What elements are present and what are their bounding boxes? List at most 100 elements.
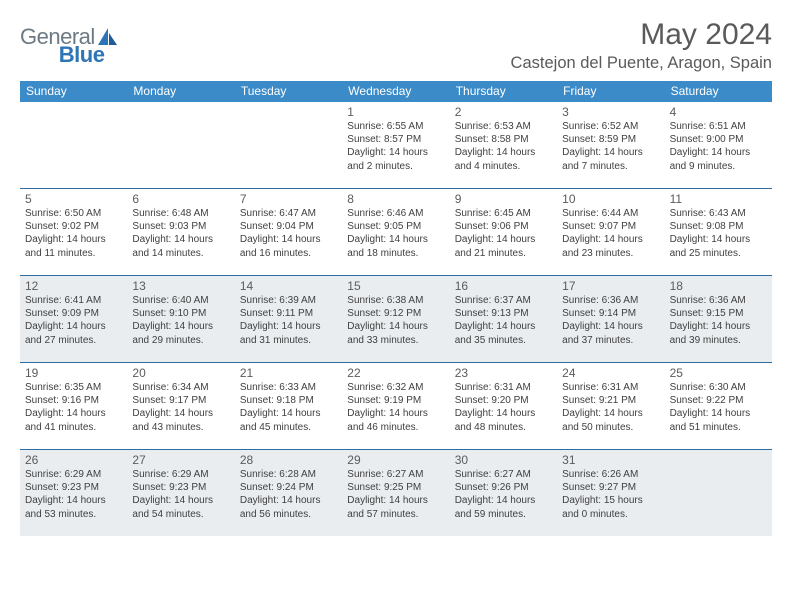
- day-info: Sunrise: 6:36 AMSunset: 9:14 PMDaylight:…: [562, 294, 659, 347]
- day-info: Sunrise: 6:28 AMSunset: 9:24 PMDaylight:…: [240, 468, 337, 521]
- day-cell: 19Sunrise: 6:35 AMSunset: 9:16 PMDayligh…: [20, 363, 127, 449]
- logo-text-blue: Blue: [59, 42, 105, 68]
- week-row: 26Sunrise: 6:29 AMSunset: 9:23 PMDayligh…: [20, 449, 772, 536]
- day-number: 6: [132, 192, 229, 206]
- dow-header: Friday: [557, 81, 664, 102]
- week-row: 12Sunrise: 6:41 AMSunset: 9:09 PMDayligh…: [20, 275, 772, 362]
- day-cell: 30Sunrise: 6:27 AMSunset: 9:26 PMDayligh…: [450, 450, 557, 536]
- day-number: 16: [455, 279, 552, 293]
- dow-header: Monday: [127, 81, 234, 102]
- empty-cell: [20, 102, 127, 188]
- day-cell: 20Sunrise: 6:34 AMSunset: 9:17 PMDayligh…: [127, 363, 234, 449]
- day-number: 5: [25, 192, 122, 206]
- day-info: Sunrise: 6:50 AMSunset: 9:02 PMDaylight:…: [25, 207, 122, 260]
- empty-cell: [235, 102, 342, 188]
- day-info: Sunrise: 6:47 AMSunset: 9:04 PMDaylight:…: [240, 207, 337, 260]
- dow-row: SundayMondayTuesdayWednesdayThursdayFrid…: [20, 81, 772, 102]
- dow-header: Saturday: [665, 81, 772, 102]
- day-info: Sunrise: 6:36 AMSunset: 9:15 PMDaylight:…: [670, 294, 767, 347]
- day-number: 9: [455, 192, 552, 206]
- day-number: 2: [455, 105, 552, 119]
- day-number: 31: [562, 453, 659, 467]
- week-row: 19Sunrise: 6:35 AMSunset: 9:16 PMDayligh…: [20, 362, 772, 449]
- logo: General Blue: [20, 18, 168, 50]
- day-cell: 2Sunrise: 6:53 AMSunset: 8:58 PMDaylight…: [450, 102, 557, 188]
- day-info: Sunrise: 6:33 AMSunset: 9:18 PMDaylight:…: [240, 381, 337, 434]
- day-cell: 28Sunrise: 6:28 AMSunset: 9:24 PMDayligh…: [235, 450, 342, 536]
- dow-header: Sunday: [20, 81, 127, 102]
- day-info: Sunrise: 6:32 AMSunset: 9:19 PMDaylight:…: [347, 381, 444, 434]
- day-number: 30: [455, 453, 552, 467]
- day-info: Sunrise: 6:55 AMSunset: 8:57 PMDaylight:…: [347, 120, 444, 173]
- day-number: 24: [562, 366, 659, 380]
- day-number: 27: [132, 453, 229, 467]
- day-number: 13: [132, 279, 229, 293]
- day-cell: 23Sunrise: 6:31 AMSunset: 9:20 PMDayligh…: [450, 363, 557, 449]
- header: General Blue May 2024 Castejon del Puent…: [20, 18, 772, 73]
- day-info: Sunrise: 6:51 AMSunset: 9:00 PMDaylight:…: [670, 120, 767, 173]
- day-cell: 16Sunrise: 6:37 AMSunset: 9:13 PMDayligh…: [450, 276, 557, 362]
- title-block: May 2024 Castejon del Puente, Aragon, Sp…: [511, 18, 772, 73]
- day-number: 19: [25, 366, 122, 380]
- day-cell: 17Sunrise: 6:36 AMSunset: 9:14 PMDayligh…: [557, 276, 664, 362]
- day-cell: 18Sunrise: 6:36 AMSunset: 9:15 PMDayligh…: [665, 276, 772, 362]
- day-cell: 12Sunrise: 6:41 AMSunset: 9:09 PMDayligh…: [20, 276, 127, 362]
- day-number: 10: [562, 192, 659, 206]
- day-cell: 1Sunrise: 6:55 AMSunset: 8:57 PMDaylight…: [342, 102, 449, 188]
- calendar-page: General Blue May 2024 Castejon del Puent…: [0, 0, 792, 536]
- day-number: 17: [562, 279, 659, 293]
- empty-cell: [665, 450, 772, 536]
- day-cell: 14Sunrise: 6:39 AMSunset: 9:11 PMDayligh…: [235, 276, 342, 362]
- day-cell: 11Sunrise: 6:43 AMSunset: 9:08 PMDayligh…: [665, 189, 772, 275]
- month-title: May 2024: [511, 18, 772, 52]
- day-cell: 9Sunrise: 6:45 AMSunset: 9:06 PMDaylight…: [450, 189, 557, 275]
- day-cell: 26Sunrise: 6:29 AMSunset: 9:23 PMDayligh…: [20, 450, 127, 536]
- day-cell: 21Sunrise: 6:33 AMSunset: 9:18 PMDayligh…: [235, 363, 342, 449]
- day-info: Sunrise: 6:38 AMSunset: 9:12 PMDaylight:…: [347, 294, 444, 347]
- day-number: 14: [240, 279, 337, 293]
- day-cell: 4Sunrise: 6:51 AMSunset: 9:00 PMDaylight…: [665, 102, 772, 188]
- empty-cell: [127, 102, 234, 188]
- day-info: Sunrise: 6:39 AMSunset: 9:11 PMDaylight:…: [240, 294, 337, 347]
- day-number: 18: [670, 279, 767, 293]
- day-info: Sunrise: 6:29 AMSunset: 9:23 PMDaylight:…: [25, 468, 122, 521]
- day-cell: 22Sunrise: 6:32 AMSunset: 9:19 PMDayligh…: [342, 363, 449, 449]
- day-number: 29: [347, 453, 444, 467]
- day-info: Sunrise: 6:41 AMSunset: 9:09 PMDaylight:…: [25, 294, 122, 347]
- day-info: Sunrise: 6:31 AMSunset: 9:20 PMDaylight:…: [455, 381, 552, 434]
- day-cell: 25Sunrise: 6:30 AMSunset: 9:22 PMDayligh…: [665, 363, 772, 449]
- day-number: 11: [670, 192, 767, 206]
- day-number: 4: [670, 105, 767, 119]
- day-number: 7: [240, 192, 337, 206]
- day-info: Sunrise: 6:46 AMSunset: 9:05 PMDaylight:…: [347, 207, 444, 260]
- day-number: 15: [347, 279, 444, 293]
- day-info: Sunrise: 6:53 AMSunset: 8:58 PMDaylight:…: [455, 120, 552, 173]
- day-cell: 5Sunrise: 6:50 AMSunset: 9:02 PMDaylight…: [20, 189, 127, 275]
- day-number: 26: [25, 453, 122, 467]
- day-info: Sunrise: 6:44 AMSunset: 9:07 PMDaylight:…: [562, 207, 659, 260]
- week-row: 1Sunrise: 6:55 AMSunset: 8:57 PMDaylight…: [20, 102, 772, 188]
- day-info: Sunrise: 6:31 AMSunset: 9:21 PMDaylight:…: [562, 381, 659, 434]
- day-info: Sunrise: 6:43 AMSunset: 9:08 PMDaylight:…: [670, 207, 767, 260]
- day-number: 1: [347, 105, 444, 119]
- day-cell: 27Sunrise: 6:29 AMSunset: 9:23 PMDayligh…: [127, 450, 234, 536]
- day-info: Sunrise: 6:27 AMSunset: 9:26 PMDaylight:…: [455, 468, 552, 521]
- day-info: Sunrise: 6:52 AMSunset: 8:59 PMDaylight:…: [562, 120, 659, 173]
- day-cell: 7Sunrise: 6:47 AMSunset: 9:04 PMDaylight…: [235, 189, 342, 275]
- day-cell: 15Sunrise: 6:38 AMSunset: 9:12 PMDayligh…: [342, 276, 449, 362]
- day-info: Sunrise: 6:27 AMSunset: 9:25 PMDaylight:…: [347, 468, 444, 521]
- day-info: Sunrise: 6:37 AMSunset: 9:13 PMDaylight:…: [455, 294, 552, 347]
- day-info: Sunrise: 6:34 AMSunset: 9:17 PMDaylight:…: [132, 381, 229, 434]
- day-cell: 24Sunrise: 6:31 AMSunset: 9:21 PMDayligh…: [557, 363, 664, 449]
- calendar-grid: SundayMondayTuesdayWednesdayThursdayFrid…: [20, 81, 772, 536]
- location-text: Castejon del Puente, Aragon, Spain: [511, 54, 772, 73]
- day-info: Sunrise: 6:26 AMSunset: 9:27 PMDaylight:…: [562, 468, 659, 521]
- dow-header: Wednesday: [342, 81, 449, 102]
- day-cell: 8Sunrise: 6:46 AMSunset: 9:05 PMDaylight…: [342, 189, 449, 275]
- day-info: Sunrise: 6:48 AMSunset: 9:03 PMDaylight:…: [132, 207, 229, 260]
- day-number: 20: [132, 366, 229, 380]
- dow-header: Thursday: [450, 81, 557, 102]
- day-cell: 13Sunrise: 6:40 AMSunset: 9:10 PMDayligh…: [127, 276, 234, 362]
- dow-header: Tuesday: [235, 81, 342, 102]
- day-info: Sunrise: 6:40 AMSunset: 9:10 PMDaylight:…: [132, 294, 229, 347]
